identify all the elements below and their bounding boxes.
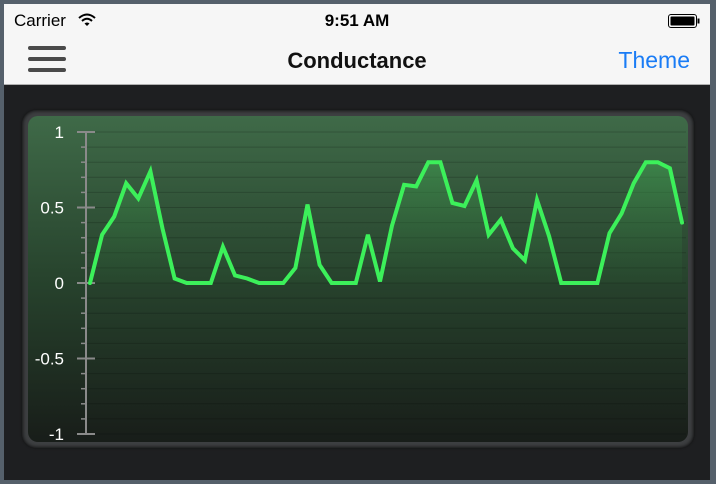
hamburger-menu-icon[interactable] <box>28 46 66 76</box>
series-area-fill <box>90 162 682 283</box>
conductance-chart: 1 0.5 0 -0.5 -1 <box>28 116 688 444</box>
carrier-label: Carrier <box>14 11 66 30</box>
y-tick-label: 0.5 <box>40 199 64 218</box>
theme-button[interactable]: Theme <box>618 47 690 73</box>
wifi-icon <box>78 13 96 26</box>
status-bar: Carrier 9:51 AM <box>4 4 710 38</box>
y-tick-label: 1 <box>55 123 64 142</box>
y-tick-label: -1 <box>49 425 64 444</box>
battery-icon <box>668 14 700 28</box>
chart-panel: 1 0.5 0 -0.5 -1 <box>22 110 694 448</box>
y-tick-label: 0 <box>55 274 64 293</box>
y-tick-label: -0.5 <box>35 350 64 369</box>
page-title: Conductance <box>287 48 427 73</box>
series-line <box>88 160 684 285</box>
app-frame: Carrier 9:51 AM Conductance Theme <box>4 4 710 480</box>
status-time: 9:51 AM <box>324 11 390 30</box>
navigation-bar: Conductance Theme <box>4 38 710 85</box>
